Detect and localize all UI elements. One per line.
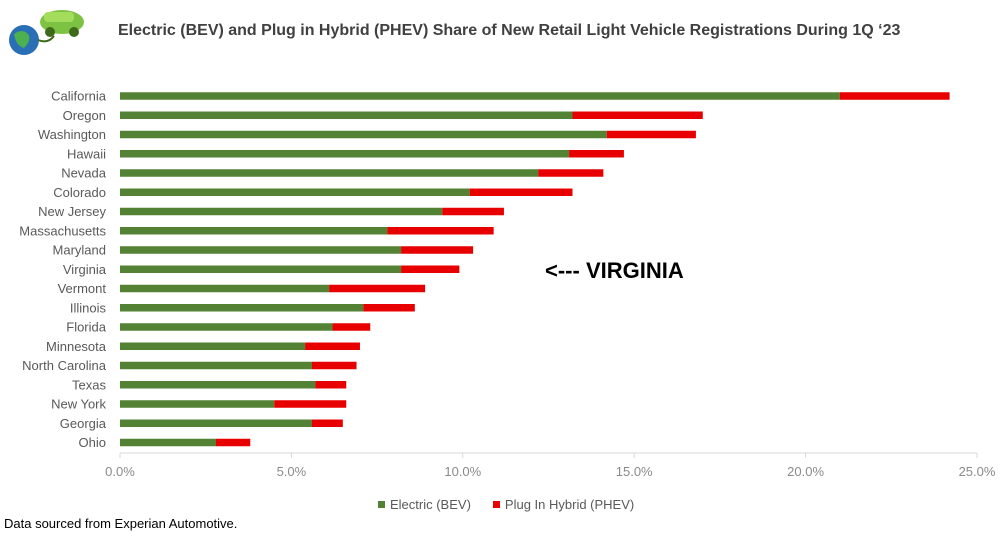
bar-bev: [120, 169, 539, 177]
legend-swatch-bev: [378, 501, 385, 508]
virginia-annotation: <--- VIRGINIA: [545, 258, 684, 283]
legend-item-phev: Plug In Hybrid (PHEV): [492, 497, 635, 512]
bar-bev: [120, 227, 388, 235]
category-label: Virginia: [63, 262, 107, 277]
bar-phev: [363, 304, 415, 312]
category-label: New Jersey: [38, 204, 106, 219]
category-label: Hawaii: [67, 146, 106, 161]
bar-phev: [839, 92, 950, 100]
bar-phev: [469, 188, 573, 196]
x-tick-label: 10.0%: [444, 464, 481, 479]
bar-phev: [572, 111, 703, 119]
bar-phev: [401, 246, 474, 254]
category-label: Maryland: [53, 243, 106, 258]
category-label: Texas: [72, 377, 106, 392]
bar-phev: [215, 438, 251, 447]
bar-bev: [120, 130, 607, 139]
bar-bev: [120, 304, 364, 312]
bar-bev: [120, 150, 570, 158]
category-label: New York: [51, 397, 106, 412]
bar-phev: [401, 265, 460, 273]
category-label: Washington: [38, 127, 106, 142]
category-label: California: [51, 89, 107, 104]
electric-car-globe-icon: [9, 10, 84, 55]
bar-bev: [120, 361, 312, 370]
category-label: Illinois: [70, 300, 107, 315]
legend: Electric (BEV) Plug In Hybrid (PHEV): [378, 497, 634, 512]
bar-phev: [274, 400, 347, 408]
category-label: Colorado: [53, 185, 106, 200]
category-label: Oregon: [63, 108, 106, 123]
bar-phev: [329, 284, 426, 293]
bar-bev: [120, 438, 216, 447]
category-label: Ohio: [79, 435, 106, 450]
bar-phev: [442, 207, 504, 216]
bar-phev: [305, 342, 360, 350]
category-label: Minnesota: [46, 339, 107, 354]
legend-swatch-phev: [492, 501, 500, 508]
legend-label-phev: Plug In Hybrid (PHEV): [504, 497, 635, 512]
bar-bev: [120, 188, 470, 196]
bar-phev: [538, 169, 604, 177]
legend-label-bev: Electric (BEV): [390, 497, 471, 512]
category-label: Vermont: [58, 281, 107, 296]
bar-phev: [332, 323, 371, 331]
x-tick-label: 5.0%: [277, 464, 307, 479]
bar-bev: [120, 342, 306, 350]
x-tick-label: 25.0%: [959, 464, 996, 479]
bar-bev: [120, 381, 316, 389]
bar-bev: [120, 111, 573, 119]
data-source-note: Data sourced from Experian Automotive.: [4, 516, 238, 531]
bar-bev: [120, 284, 330, 293]
bar-phev: [311, 361, 357, 370]
category-label: Florida: [66, 320, 107, 335]
bar-bev: [120, 400, 275, 408]
bar-bev: [120, 419, 312, 427]
bar-bev: [120, 246, 402, 254]
x-tick-label: 20.0%: [787, 464, 824, 479]
category-label: North Carolina: [22, 358, 107, 373]
bar-phev: [569, 150, 624, 158]
x-tick-label: 0.0%: [105, 464, 135, 479]
bar-phev: [311, 419, 343, 427]
category-label: Nevada: [61, 166, 107, 181]
x-tick-label: 15.0%: [616, 464, 653, 479]
bar-phev: [606, 130, 696, 139]
bar-phev: [315, 381, 347, 389]
legend-item-bev: Electric (BEV): [378, 497, 471, 512]
chart-title: Electric (BEV) and Plug in Hybrid (PHEV)…: [118, 22, 901, 39]
bar-bev: [120, 207, 443, 216]
bar-bev: [120, 92, 840, 100]
category-label: Georgia: [60, 416, 107, 431]
bar-bev: [120, 265, 402, 273]
category-label: Massachusetts: [19, 223, 106, 238]
bar-bev: [120, 323, 333, 331]
bar-phev: [387, 227, 494, 235]
